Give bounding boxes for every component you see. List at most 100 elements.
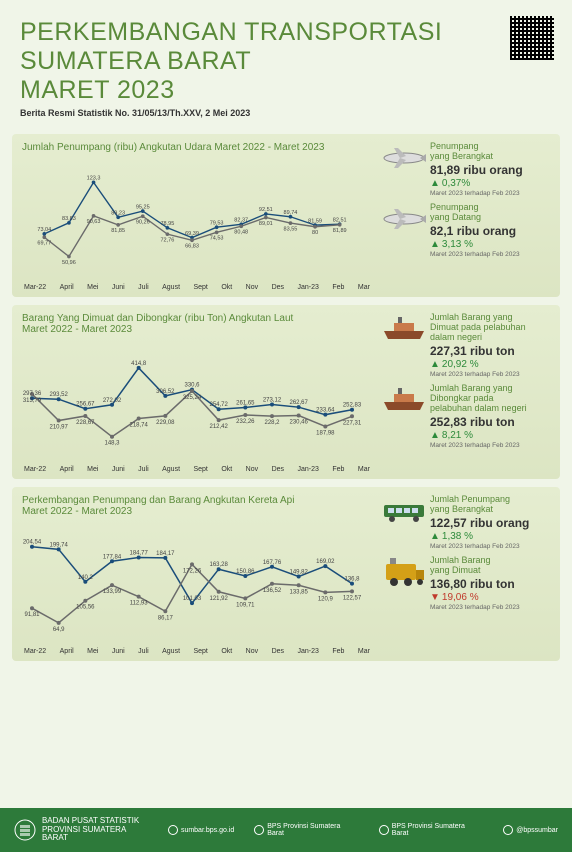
stat-block: Jumlah Barang yang Dimuat pada pelabuhan…: [380, 313, 550, 378]
svg-text:414,8: 414,8: [131, 361, 147, 367]
svg-text:133,99: 133,99: [103, 589, 122, 595]
svg-text:123,3: 123,3: [87, 176, 101, 182]
stats-column: Jumlah Penumpang yang Berangkat 122,57 r…: [372, 495, 550, 655]
stat-label: Penumpang yang Berangkat: [430, 142, 550, 162]
svg-text:262,67: 262,67: [289, 400, 308, 406]
x-axis-label: Juni: [112, 648, 125, 655]
chart-title: Jumlah Penumpang (ribu) Angkutan Udara M…: [22, 142, 372, 153]
stats-column: Jumlah Barang yang Dimuat pada pelabuhan…: [372, 313, 550, 473]
stat-change: 8,21 %: [430, 430, 550, 441]
svg-text:95,25: 95,25: [136, 205, 150, 211]
stat-period: Maret 2023 terhadap Feb 2023: [430, 543, 550, 550]
x-axis-label: Sept: [193, 466, 207, 473]
stat-block: Jumlah Penumpang yang Berangkat 122,57 r…: [380, 495, 550, 550]
svg-text:232,26: 232,26: [236, 419, 255, 425]
svg-text:83,55: 83,55: [284, 227, 298, 233]
ship-icon: [380, 384, 430, 449]
svg-text:325,24: 325,24: [183, 395, 202, 401]
bps-logo-icon: [14, 819, 36, 841]
x-axis-label: Okt: [221, 648, 232, 655]
svg-text:313,79: 313,79: [23, 398, 42, 404]
svg-text:233,64: 233,64: [316, 408, 335, 414]
svg-text:163,28: 163,28: [209, 562, 228, 568]
svg-text:254,72: 254,72: [209, 402, 228, 408]
ig-icon: [503, 825, 513, 835]
x-axis-label: Juli: [138, 466, 149, 473]
svg-text:210,97: 210,97: [49, 425, 68, 431]
stat-label: Jumlah Barang yang Dimuat pada pelabuhan…: [430, 313, 550, 343]
svg-text:199,74: 199,74: [49, 543, 68, 549]
x-axis: Mar-22AprilMeiJuniJuliAgustSeptOktNovDes…: [22, 284, 372, 291]
x-axis: Mar-22AprilMeiJuniJuliAgustSeptOktNovDes…: [22, 648, 372, 655]
x-axis-label: Juni: [112, 284, 125, 291]
stat-period: Maret 2023 terhadap Feb 2023: [430, 442, 550, 449]
svg-text:120,9: 120,9: [318, 597, 334, 603]
svg-text:109,71: 109,71: [236, 603, 255, 609]
page-title: PERKEMBANGAN TRANSPORTASI SUMATERA BARAT…: [20, 18, 552, 104]
svg-text:80: 80: [312, 230, 318, 236]
panel-panel_rail: Perkembangan Penumpang dan Barang Angkut…: [12, 487, 560, 661]
svg-text:79,53: 79,53: [210, 221, 224, 227]
x-axis-label: Mei: [87, 284, 98, 291]
svg-text:105,56: 105,56: [76, 605, 95, 611]
x-axis: Mar-22AprilMeiJuniJuliAgustSeptOktNovDes…: [22, 466, 372, 473]
svg-text:252,83: 252,83: [343, 403, 362, 409]
svg-text:121,92: 121,92: [209, 596, 228, 602]
footer-link[interactable]: sumbar.bps.go.id: [168, 825, 234, 835]
x-axis-label: Mar: [358, 466, 370, 473]
x-axis-label: Jan-23: [297, 648, 318, 655]
svg-text:78,95: 78,95: [160, 221, 174, 227]
footer-link[interactable]: @bpssumbar: [503, 825, 558, 835]
svg-text:136,52: 136,52: [263, 588, 282, 594]
stat-block: Penumpang yang Datang 82,1 ribu orang 3,…: [380, 203, 550, 258]
svg-text:90,26: 90,26: [136, 220, 150, 226]
line-chart: 204,5491,81199,7464,9140,2105,56177,8413…: [22, 521, 362, 641]
stat-period: Maret 2023 terhadap Feb 2023: [430, 604, 550, 611]
x-axis-label: Mei: [87, 466, 98, 473]
svg-text:167,76: 167,76: [263, 560, 282, 566]
stat-change: 20,92 %: [430, 359, 550, 370]
x-axis-label: Jan-23: [297, 284, 318, 291]
svg-text:228,67: 228,67: [76, 420, 95, 426]
svg-text:50,96: 50,96: [62, 260, 76, 266]
footer-link[interactable]: BPS Provinsi Sumatera Barat: [254, 823, 359, 837]
stat-change: 3,13 %: [430, 239, 550, 250]
x-axis-label: Sept: [193, 284, 207, 291]
stat-change: 19,06 %: [430, 592, 550, 603]
train-icon: [380, 495, 430, 550]
x-axis-label: Mar-22: [24, 466, 46, 473]
svg-text:261,65: 261,65: [236, 401, 255, 407]
stat-label: Jumlah Barang yang Dimuat: [430, 556, 550, 576]
x-axis-label: Agust: [162, 284, 180, 291]
svg-text:177,84: 177,84: [103, 555, 122, 561]
yt-icon: [379, 825, 389, 835]
svg-text:66,83: 66,83: [185, 244, 199, 250]
stat-block: Jumlah Barang yang Dibongkar pada pelabu…: [380, 384, 550, 449]
svg-text:184,17: 184,17: [156, 551, 175, 557]
svg-text:86,17: 86,17: [158, 616, 174, 622]
svg-text:83,83: 83,83: [62, 216, 76, 222]
svg-text:89,23: 89,23: [111, 211, 125, 217]
x-axis-label: Sept: [193, 648, 207, 655]
svg-text:82,37: 82,37: [234, 218, 248, 224]
plane-icon: [380, 203, 430, 258]
x-axis-label: Okt: [221, 466, 232, 473]
svg-text:140,2: 140,2: [78, 575, 94, 581]
svg-text:229,08: 229,08: [156, 420, 175, 426]
svg-text:228,2: 228,2: [264, 420, 280, 426]
panel-panel_sea: Barang Yang Dimuat dan Dibongkar (ribu T…: [12, 305, 560, 479]
stat-period: Maret 2023 terhadap Feb 2023: [430, 190, 550, 197]
x-axis-label: Jan-23: [297, 466, 318, 473]
x-axis-label: April: [60, 466, 74, 473]
stat-change: 0,37%: [430, 178, 550, 189]
svg-text:297,36: 297,36: [23, 391, 42, 397]
loco-icon: [380, 556, 430, 611]
footer-org-line2: PROVINSI SUMATERA BARAT: [42, 826, 154, 844]
fb-icon: [254, 825, 264, 835]
x-axis-label: Okt: [221, 284, 232, 291]
footer-link[interactable]: BPS Provinsi Sumatera Barat: [379, 823, 484, 837]
svg-text:112,93: 112,93: [130, 601, 149, 607]
footer-link-text: @bpssumbar: [516, 827, 558, 834]
x-axis-label: Mar: [358, 284, 370, 291]
footer-org: BADAN PUSAT STATISTIK PROVINSI SUMATERA …: [14, 817, 154, 843]
